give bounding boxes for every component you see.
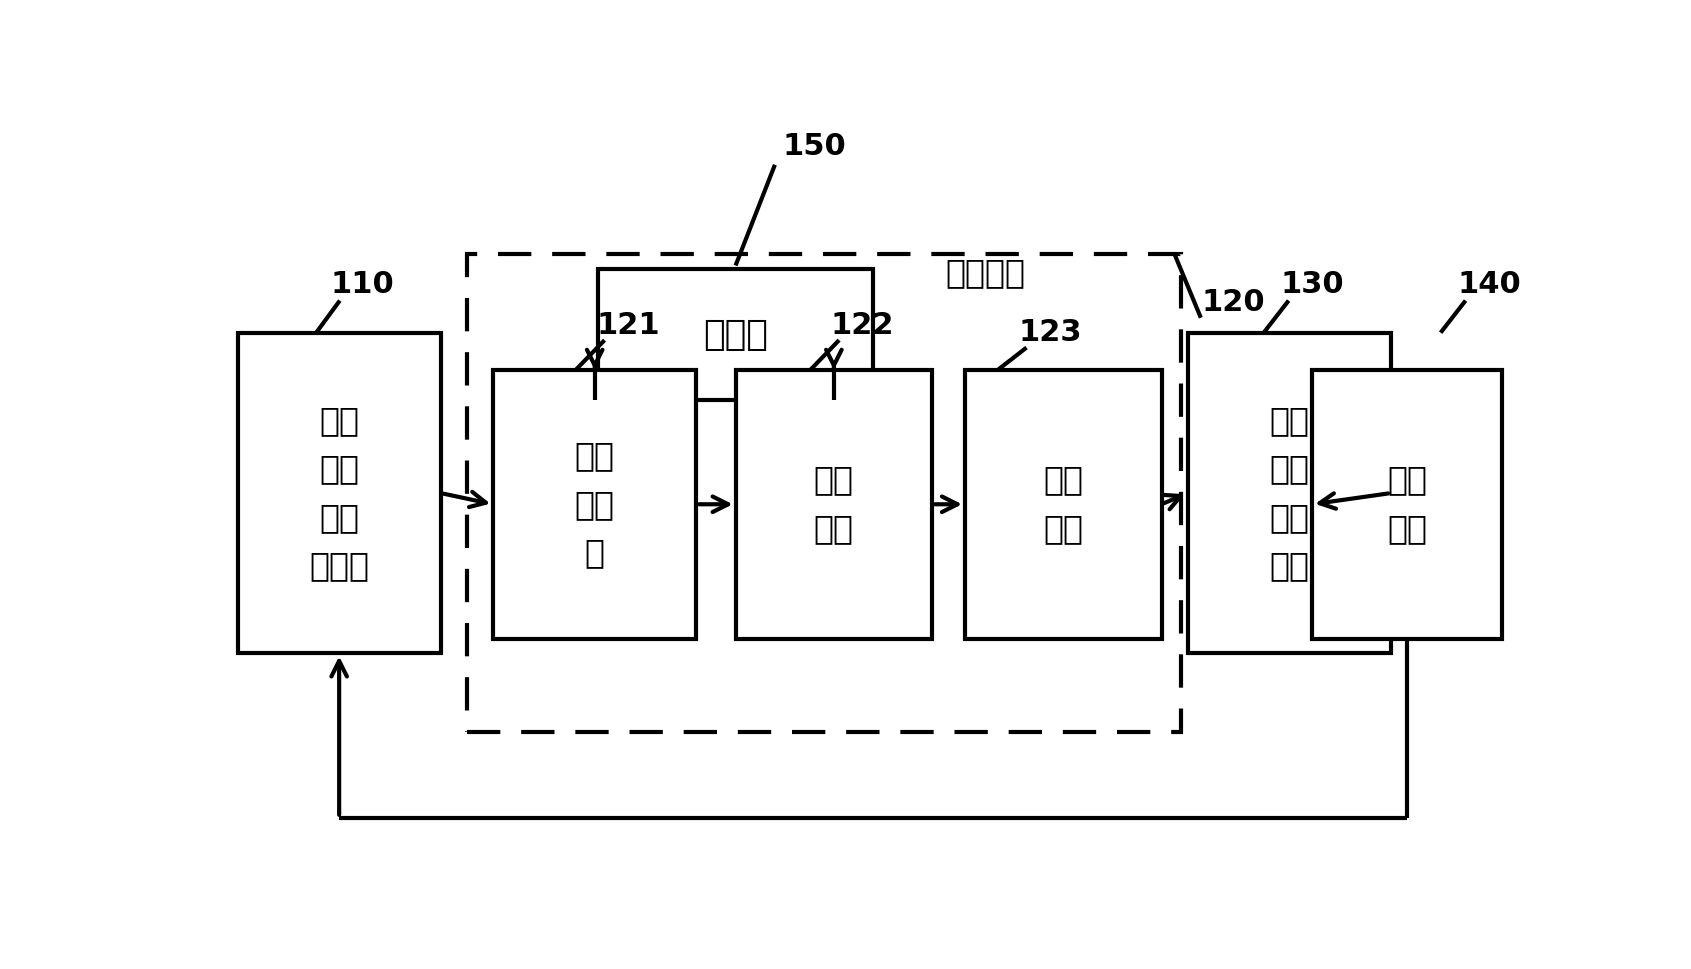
Text: 123: 123 [1018, 318, 1082, 347]
Text: 122: 122 [830, 311, 895, 340]
Text: 执行机构: 执行机构 [945, 257, 1025, 290]
Text: 电液
伺服
阀: 电液 伺服 阀 [575, 439, 616, 570]
Text: 150: 150 [783, 132, 846, 161]
Bar [599, 269, 873, 400]
Bar [966, 370, 1162, 639]
Text: 机械
负载: 机械 负载 [1043, 463, 1084, 546]
Text: 记录
仪器: 记录 仪器 [1387, 463, 1427, 546]
Bar [494, 370, 697, 639]
Text: 阶跃
电流
信号
发生器: 阶跃 电流 信号 发生器 [309, 404, 369, 582]
Text: 120: 120 [1202, 289, 1265, 317]
Bar [467, 254, 1180, 732]
Bar [1187, 332, 1390, 653]
Bar [1312, 370, 1502, 639]
Text: 130: 130 [1280, 269, 1344, 298]
Text: 角速
度检
测传
感器: 角速 度检 测传 感器 [1270, 404, 1309, 582]
Bar [237, 332, 441, 653]
Bar [736, 370, 932, 639]
Text: 140: 140 [1458, 269, 1520, 298]
Text: 液压
马达: 液压 马达 [813, 463, 854, 546]
Text: 110: 110 [330, 269, 394, 298]
Text: 液压源: 液压源 [703, 318, 768, 352]
Text: 121: 121 [597, 311, 659, 340]
